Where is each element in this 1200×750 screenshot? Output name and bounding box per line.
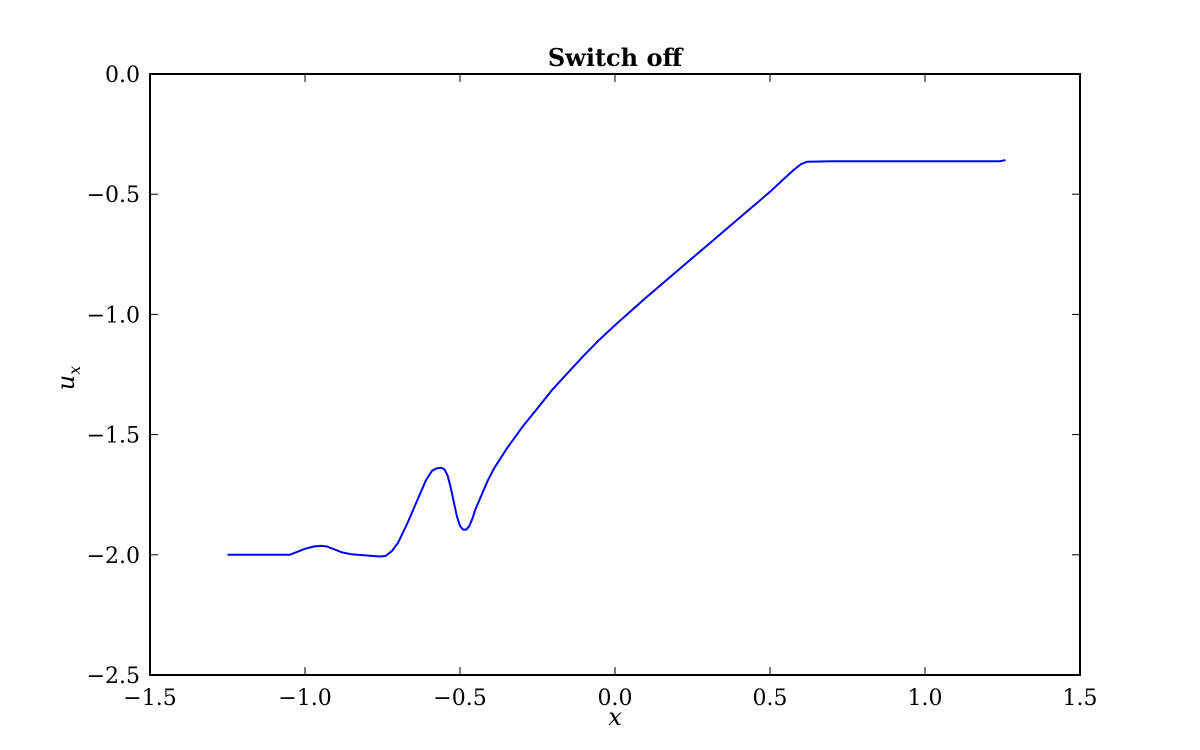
y-axis-label: ux — [52, 366, 84, 391]
y-tick-label: −2.0 — [87, 544, 140, 569]
x-axis-label: x — [608, 703, 622, 731]
y-tick-label: 0.0 — [105, 63, 140, 88]
x-tick-label: −1.5 — [123, 686, 176, 711]
series-line — [227, 159, 1006, 558]
x-tick-label: 1.5 — [1063, 686, 1098, 711]
y-tick-label: −0.5 — [87, 183, 140, 208]
y-axis-label-subscript: x — [65, 366, 84, 375]
chart-title: Switch off — [548, 43, 684, 72]
tick-labels-layer: −1.5 −1.0 −0.5 0.0 0.5 1.0 1.5 −2.5 −2.0 −1.5 −1.0… — [87, 63, 1098, 711]
ticks-layer — [149, 73, 1081, 676]
y-axis-label-main: u — [52, 375, 80, 390]
x-tick-label: −1.0 — [278, 686, 331, 711]
y-tick-label: −2.5 — [87, 664, 140, 689]
y-tick-label: −1.0 — [87, 303, 140, 328]
y-tick-label: −1.5 — [87, 424, 140, 449]
x-tick-label: 0.5 — [753, 686, 788, 711]
x-tick-label: −0.5 — [433, 686, 486, 711]
x-tick-label: 1.0 — [908, 686, 943, 711]
x-tick-label: 0.0 — [598, 686, 633, 711]
plot-frame — [149, 73, 1081, 676]
